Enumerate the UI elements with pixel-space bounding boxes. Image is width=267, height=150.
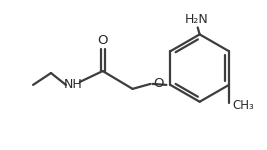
Text: H₂N: H₂N	[185, 13, 209, 26]
Text: O: O	[97, 34, 108, 47]
Text: NH: NH	[64, 78, 82, 91]
Text: CH₃: CH₃	[232, 99, 254, 112]
Text: O: O	[153, 77, 164, 90]
